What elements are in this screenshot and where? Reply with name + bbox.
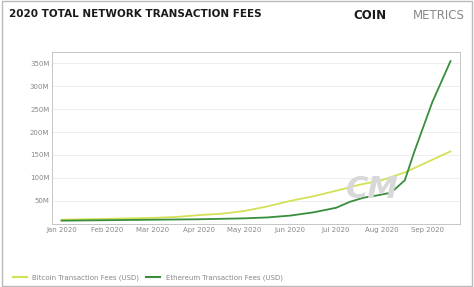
Text: COIN: COIN	[353, 9, 386, 22]
Text: CM: CM	[346, 175, 399, 204]
Text: 2020 TOTAL NETWORK TRANSACTION FEES: 2020 TOTAL NETWORK TRANSACTION FEES	[9, 9, 262, 19]
Text: METRICS: METRICS	[413, 9, 465, 22]
Legend: Bitcoin Transaction Fees (USD), Ethereum Transaction Fees (USD): Bitcoin Transaction Fees (USD), Ethereum…	[13, 274, 283, 281]
